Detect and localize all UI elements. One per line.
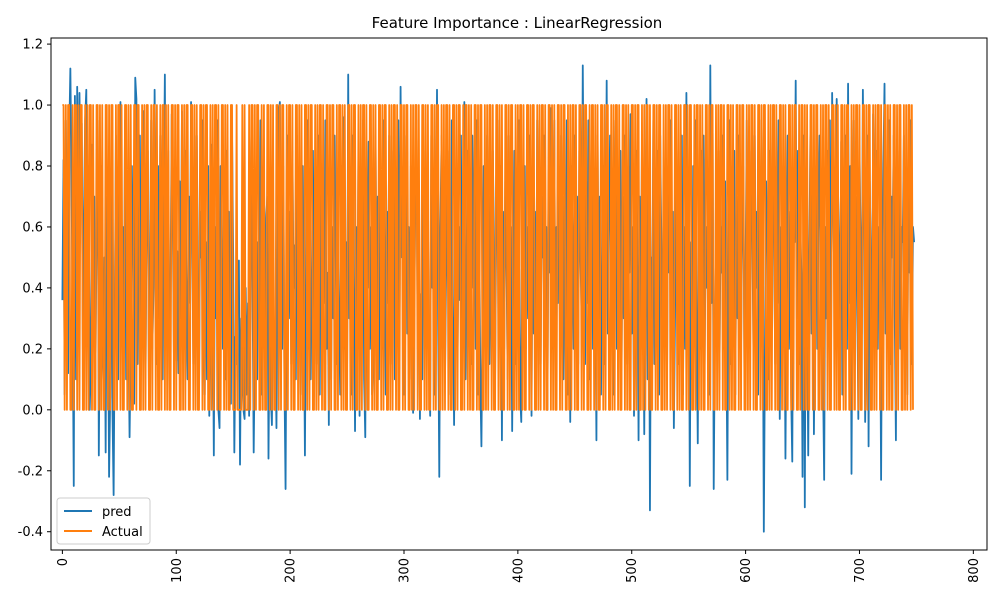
x-tick-label: 800 [967, 558, 982, 583]
x-tick-label: 600 [739, 558, 754, 583]
x-tick-label: 100 [170, 558, 185, 583]
plot-frame [50, 37, 988, 551]
x-tick-label: 700 [853, 558, 868, 583]
x-tick-label: 400 [511, 558, 526, 583]
y-tick-label: -0.2 [18, 464, 43, 479]
y-axis: -0.4 -0.2 0.0 0.2 0.4 0.6 0.8 1.0 1.2 [18, 38, 51, 540]
x-tick-label: 500 [625, 558, 640, 583]
y-tick-label: 0.2 [22, 342, 43, 357]
plot-area [50, 37, 988, 551]
y-tick-label: 0.4 [22, 281, 43, 296]
series-layer [61, 64, 916, 533]
legend-label-pred: pred [102, 505, 132, 520]
series-line-actual [62, 104, 914, 411]
x-tick-label: 0 [56, 558, 71, 566]
legend: pred Actual [56, 497, 151, 545]
chart-title: Feature Importance : LinearRegression [372, 14, 663, 32]
x-tick-label: 200 [284, 558, 299, 583]
legend-label-actual: Actual [102, 525, 143, 540]
y-tick-label: 0.0 [22, 403, 43, 418]
x-tick-label: 300 [397, 558, 412, 583]
legend-box [56, 497, 151, 545]
y-tick-label: 0.8 [22, 160, 43, 175]
x-axis: 0 100 200 300 400 500 600 700 800 [56, 550, 982, 583]
y-tick-label: 0.6 [22, 220, 43, 235]
y-tick-label: 1.2 [22, 38, 43, 53]
y-tick-label: -0.4 [18, 525, 43, 540]
y-tick-label: 1.0 [22, 99, 43, 114]
